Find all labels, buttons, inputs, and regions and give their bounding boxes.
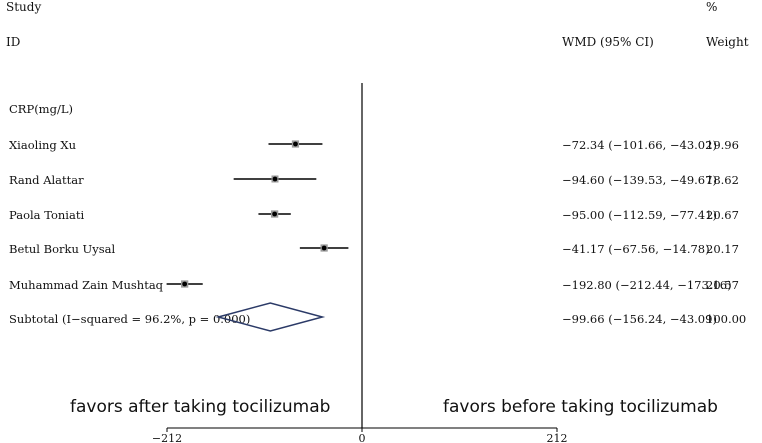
study-label: Betul Borku Uysal — [9, 242, 116, 256]
x-tick-label: −212 — [152, 432, 182, 443]
point-estimate — [272, 176, 278, 182]
study-ci: −41.17 (−67.56, −14.78) — [562, 242, 710, 256]
subtotal-weight: 100.00 — [706, 312, 747, 326]
study-header: Study — [6, 0, 42, 14]
point-estimate — [272, 211, 278, 217]
study-weight: 19.96 — [706, 138, 739, 152]
study-label: Paola Toniati — [9, 208, 85, 222]
study-ci: −95.00 (−112.59, −77.41) — [562, 208, 717, 222]
subtotal-ci: −99.66 (−156.24, −43.09) — [562, 312, 717, 326]
point-estimate — [321, 245, 327, 251]
point-estimate — [182, 281, 188, 287]
favors-left-label: favors after taking tocilizumab — [70, 397, 331, 417]
study-ci: −94.60 (−139.53, −49.67) — [562, 173, 717, 187]
study-weight: 18.62 — [706, 173, 739, 187]
study-label: Rand Alattar — [9, 173, 84, 187]
study-label: Muhammad Zain Mushtaq — [9, 278, 164, 292]
group-label: CRP(mg/L) — [9, 102, 73, 116]
study-weight: 20.17 — [706, 242, 739, 256]
id-header: ID — [6, 35, 21, 49]
x-tick-label: 0 — [359, 432, 366, 443]
study-label: Xiaoling Xu — [9, 138, 77, 152]
subtotal-label: Subtotal (I−squared = 96.2%, p = 0.000) — [9, 312, 251, 326]
weight-header: Weight — [706, 35, 749, 49]
study-ci: −192.80 (−212.44, −173.16) — [562, 278, 732, 292]
point-estimate — [293, 141, 298, 147]
wmd-ci-header: WMD (95% CI) — [562, 35, 654, 49]
study-weight: 20.67 — [706, 208, 739, 222]
percent-header: % — [706, 0, 718, 14]
study-weight: 20.57 — [706, 278, 739, 292]
subtotal-diamond — [215, 302, 326, 332]
x-tick-label: 212 — [547, 432, 568, 443]
study-ci: −72.34 (−101.66, −43.02) — [562, 138, 717, 152]
favors-right-label: favors before taking tocilizumab — [443, 397, 718, 417]
